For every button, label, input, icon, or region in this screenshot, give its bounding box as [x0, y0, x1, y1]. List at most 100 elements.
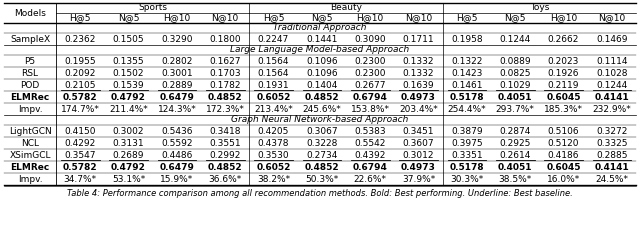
Text: H@5: H@5 [69, 13, 91, 22]
Text: Table 4: Performance comparison among all recommendation methods. Bold: Best per: Table 4: Performance comparison among al… [67, 189, 573, 198]
Text: 15.9%*: 15.9%* [160, 174, 193, 183]
Text: 0.4150: 0.4150 [65, 127, 96, 136]
Text: 0.4141: 0.4141 [595, 92, 629, 101]
Text: 0.2662: 0.2662 [548, 34, 579, 43]
Text: N@10: N@10 [598, 13, 625, 22]
Text: RSL: RSL [22, 69, 38, 77]
Text: Models: Models [14, 9, 46, 18]
Text: 0.1564: 0.1564 [258, 69, 289, 77]
Text: 254.4%*: 254.4%* [447, 104, 486, 113]
Text: 0.2734: 0.2734 [306, 151, 337, 159]
Text: H@5: H@5 [263, 13, 284, 22]
Text: 124.3%*: 124.3%* [157, 104, 196, 113]
Text: 0.1332: 0.1332 [403, 69, 435, 77]
Text: 0.4051: 0.4051 [498, 92, 532, 101]
Text: 0.5178: 0.5178 [449, 162, 484, 171]
Text: 211.4%*: 211.4%* [109, 104, 148, 113]
Text: 0.6479: 0.6479 [159, 92, 195, 101]
Text: 0.1711: 0.1711 [403, 34, 435, 43]
Text: 0.5383: 0.5383 [355, 127, 386, 136]
Text: 0.1332: 0.1332 [403, 57, 435, 66]
Text: 0.2105: 0.2105 [65, 80, 96, 89]
Text: 0.4292: 0.4292 [65, 139, 96, 148]
Text: 185.3%*: 185.3%* [544, 104, 583, 113]
Text: 0.3530: 0.3530 [258, 151, 289, 159]
Text: 0.3290: 0.3290 [161, 34, 193, 43]
Text: 0.1029: 0.1029 [499, 80, 531, 89]
Text: 0.1955: 0.1955 [65, 57, 96, 66]
Text: 0.4852: 0.4852 [208, 162, 243, 171]
Text: 22.6%*: 22.6%* [354, 174, 387, 183]
Text: Toys: Toys [530, 3, 549, 12]
Text: 0.1800: 0.1800 [209, 34, 241, 43]
Text: P5: P5 [24, 57, 36, 66]
Text: H@5: H@5 [456, 13, 477, 22]
Text: 0.3067: 0.3067 [306, 127, 338, 136]
Text: N@5: N@5 [504, 13, 526, 22]
Text: 0.5542: 0.5542 [355, 139, 386, 148]
Text: 0.1028: 0.1028 [596, 69, 628, 77]
Text: 0.2300: 0.2300 [355, 69, 386, 77]
Text: 0.3547: 0.3547 [65, 151, 96, 159]
Text: 0.3351: 0.3351 [451, 151, 483, 159]
Text: 0.3001: 0.3001 [161, 69, 193, 77]
Text: 0.4973: 0.4973 [401, 162, 436, 171]
Text: 0.2092: 0.2092 [65, 69, 96, 77]
Text: 0.1441: 0.1441 [306, 34, 337, 43]
Text: Traditional Approach: Traditional Approach [273, 24, 367, 33]
Text: POD: POD [20, 80, 40, 89]
Text: 0.3325: 0.3325 [596, 139, 628, 148]
Text: 203.4%*: 203.4%* [399, 104, 438, 113]
Text: 0.2885: 0.2885 [596, 151, 628, 159]
Text: 0.6794: 0.6794 [353, 92, 388, 101]
Text: 0.1639: 0.1639 [403, 80, 435, 89]
Text: 0.4973: 0.4973 [401, 92, 436, 101]
Text: SampleX: SampleX [10, 34, 50, 43]
Text: XSimGCL: XSimGCL [9, 151, 51, 159]
Text: 0.5782: 0.5782 [63, 92, 97, 101]
Text: 37.9%*: 37.9%* [402, 174, 435, 183]
Text: 0.3272: 0.3272 [596, 127, 628, 136]
Text: 16.0%*: 16.0%* [547, 174, 580, 183]
Text: 0.2874: 0.2874 [499, 127, 531, 136]
Text: 30.3%*: 30.3%* [450, 174, 483, 183]
Text: 38.5%*: 38.5%* [499, 174, 532, 183]
Text: 0.4186: 0.4186 [548, 151, 579, 159]
Text: 0.1505: 0.1505 [113, 34, 144, 43]
Text: 0.1423: 0.1423 [451, 69, 483, 77]
Text: 53.1%*: 53.1%* [112, 174, 145, 183]
Text: 0.1703: 0.1703 [209, 69, 241, 77]
Text: 0.0889: 0.0889 [499, 57, 531, 66]
Text: 0.5106: 0.5106 [548, 127, 579, 136]
Text: 174.7%*: 174.7%* [61, 104, 100, 113]
Text: 0.4392: 0.4392 [355, 151, 386, 159]
Text: 172.3%*: 172.3%* [205, 104, 244, 113]
Text: 0.2925: 0.2925 [499, 139, 531, 148]
Text: 0.2247: 0.2247 [258, 34, 289, 43]
Text: 0.1469: 0.1469 [596, 34, 628, 43]
Text: 0.0825: 0.0825 [499, 69, 531, 77]
Text: Beauty: Beauty [330, 3, 362, 12]
Text: 36.6%*: 36.6%* [209, 174, 242, 183]
Text: 0.3002: 0.3002 [113, 127, 144, 136]
Text: 0.5120: 0.5120 [548, 139, 579, 148]
Text: 0.4852: 0.4852 [305, 92, 339, 101]
Text: N@10: N@10 [405, 13, 432, 22]
Text: 232.9%*: 232.9%* [593, 104, 631, 113]
Text: 0.1244: 0.1244 [596, 80, 627, 89]
Text: 0.2300: 0.2300 [355, 57, 386, 66]
Text: 0.3418: 0.3418 [209, 127, 241, 136]
Text: 24.5%*: 24.5%* [595, 174, 628, 183]
Text: N@10: N@10 [212, 13, 239, 22]
Text: 0.2992: 0.2992 [209, 151, 241, 159]
Text: 0.1244: 0.1244 [500, 34, 531, 43]
Text: 0.5436: 0.5436 [161, 127, 193, 136]
Text: Graph Neural Network-based Approach: Graph Neural Network-based Approach [231, 116, 409, 125]
Text: N@5: N@5 [118, 13, 140, 22]
Text: 0.2802: 0.2802 [161, 57, 193, 66]
Text: 0.6045: 0.6045 [547, 92, 580, 101]
Text: Sports: Sports [138, 3, 167, 12]
Text: H@10: H@10 [550, 13, 577, 22]
Text: 0.1926: 0.1926 [548, 69, 579, 77]
Text: Large Language Model-based Approach: Large Language Model-based Approach [230, 46, 410, 55]
